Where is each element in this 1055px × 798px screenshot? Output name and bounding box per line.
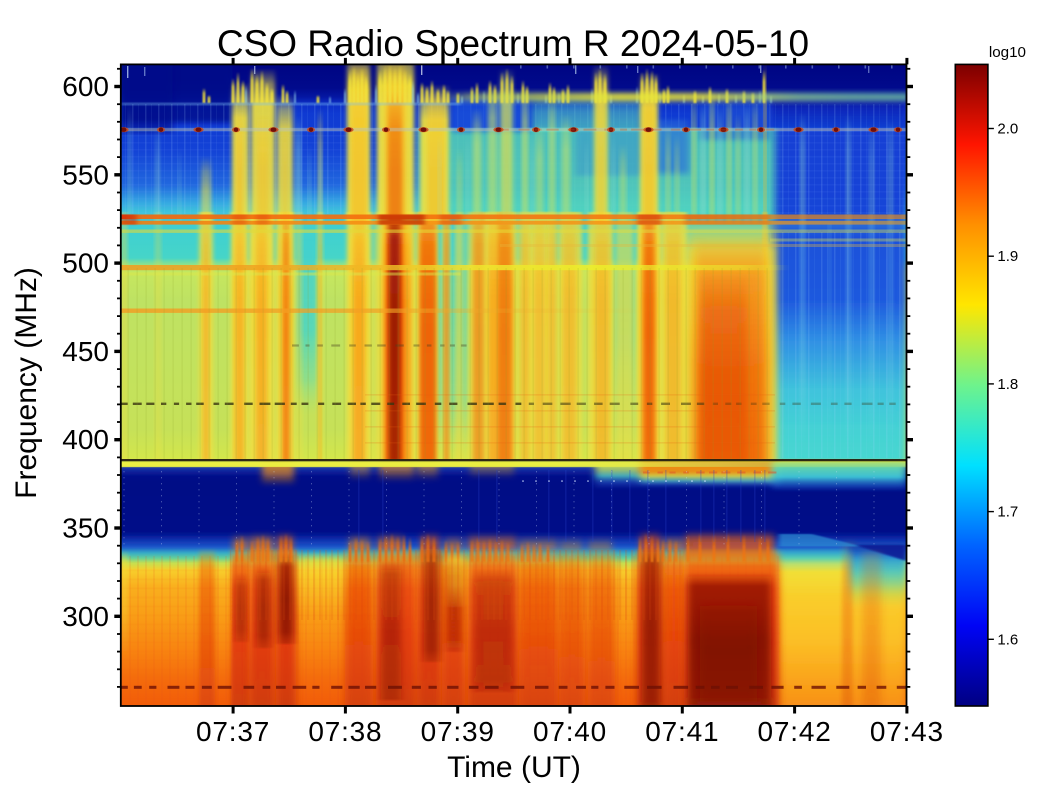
svg-text:1.8: 1.8: [997, 376, 1018, 393]
svg-text:600: 600: [62, 71, 109, 102]
svg-text:350: 350: [62, 513, 109, 544]
svg-text:CSO Radio Spectrum R 2024-05-1: CSO Radio Spectrum R 2024-05-10: [217, 23, 809, 64]
svg-text:2.0: 2.0: [997, 121, 1018, 138]
svg-text:07:38: 07:38: [308, 716, 382, 747]
svg-text:Time (UT): Time (UT): [447, 751, 581, 784]
svg-text:1.7: 1.7: [997, 504, 1018, 521]
svg-text:450: 450: [62, 336, 109, 367]
svg-text:log10: log10: [989, 44, 1026, 61]
svg-text:07:43: 07:43: [870, 716, 944, 747]
svg-text:07:40: 07:40: [533, 716, 607, 747]
svg-text:Frequency (MHz): Frequency (MHz): [10, 267, 43, 499]
svg-text:500: 500: [62, 248, 109, 279]
svg-text:07:41: 07:41: [645, 716, 719, 747]
svg-text:400: 400: [62, 424, 109, 455]
svg-text:07:37: 07:37: [196, 716, 270, 747]
svg-text:300: 300: [62, 601, 109, 632]
svg-text:550: 550: [62, 159, 109, 190]
svg-text:07:39: 07:39: [421, 716, 495, 747]
svg-text:07:42: 07:42: [758, 716, 832, 747]
svg-text:1.9: 1.9: [997, 248, 1018, 265]
svg-text:1.6: 1.6: [997, 631, 1018, 648]
